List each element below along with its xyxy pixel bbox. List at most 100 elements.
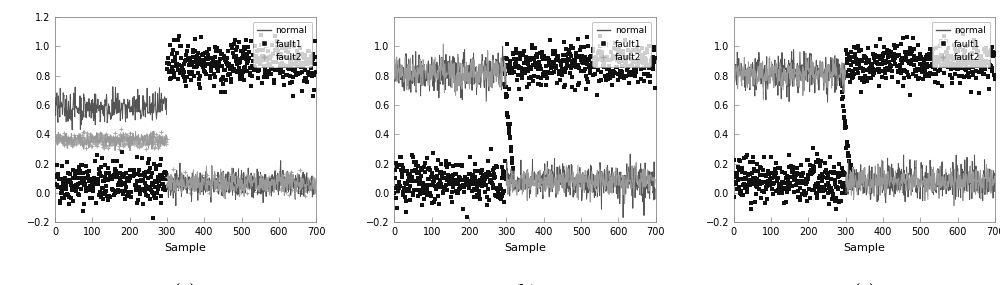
Point: [195, 184, 211, 189]
Point: [281, 192, 297, 197]
Point: [794, 191, 810, 196]
Point: [734, 193, 750, 198]
Point: [821, 184, 837, 188]
Point: [510, 64, 526, 68]
Point: [819, 176, 835, 180]
Point: [243, 186, 259, 191]
Point: [169, 176, 185, 180]
Point: [189, 181, 205, 186]
Point: [225, 68, 241, 73]
Point: [909, 68, 925, 73]
Point: [802, 170, 818, 174]
Point: [433, 161, 449, 166]
Point: [163, 177, 179, 182]
Point: [557, 58, 573, 63]
Point: [905, 36, 921, 40]
Point: [65, 168, 81, 173]
Point: [74, 162, 90, 167]
Point: [179, 75, 195, 80]
Point: [117, 180, 133, 185]
Point: [207, 182, 223, 187]
Point: [490, 188, 506, 193]
Point: [100, 198, 116, 202]
Point: [137, 142, 153, 147]
Point: [172, 71, 188, 75]
Point: [253, 177, 269, 182]
Point: [638, 58, 654, 62]
Point: [883, 54, 899, 59]
Point: [959, 60, 975, 64]
Point: [153, 201, 169, 206]
Point: [553, 70, 569, 75]
Point: [821, 186, 837, 191]
Point: [443, 176, 459, 180]
Point: [402, 198, 418, 203]
Point: [410, 176, 426, 180]
Point: [284, 180, 300, 185]
Point: [949, 29, 965, 34]
Point: [171, 33, 187, 38]
Point: [950, 67, 966, 71]
Point: [114, 150, 130, 154]
Point: [822, 154, 838, 159]
Point: [977, 65, 993, 70]
Point: [890, 80, 906, 84]
Point: [109, 139, 125, 143]
Point: [71, 135, 87, 140]
Point: [967, 63, 983, 67]
Point: [429, 168, 445, 172]
Point: [130, 136, 146, 141]
Point: [456, 185, 472, 190]
Point: [51, 185, 67, 189]
Point: [884, 75, 900, 80]
Point: [909, 66, 925, 71]
Point: [780, 177, 796, 181]
Point: [98, 143, 114, 148]
Point: [52, 133, 68, 138]
Point: [226, 184, 242, 189]
Point: [199, 173, 215, 177]
Point: [198, 61, 214, 66]
Point: [165, 59, 181, 63]
Point: [60, 134, 76, 139]
Point: [48, 173, 64, 177]
Point: [145, 139, 161, 144]
Point: [237, 47, 253, 52]
Point: [81, 141, 97, 146]
Point: [530, 66, 546, 71]
Point: [603, 72, 619, 76]
Point: [974, 65, 990, 70]
Point: [842, 170, 858, 174]
Point: [908, 68, 924, 73]
Point: [563, 66, 579, 71]
Point: [557, 70, 573, 74]
Point: [390, 188, 406, 193]
Point: [829, 171, 845, 175]
Point: [135, 202, 151, 207]
Point: [301, 60, 317, 64]
Point: [945, 57, 961, 61]
Point: [154, 141, 170, 146]
Point: [486, 166, 502, 170]
Point: [140, 137, 156, 141]
Point: [203, 183, 219, 188]
Point: [160, 184, 176, 189]
Point: [875, 53, 891, 58]
Point: [116, 174, 132, 179]
Point: [844, 76, 860, 80]
Point: [202, 180, 218, 184]
Point: [752, 164, 768, 169]
Point: [92, 131, 108, 136]
Point: [927, 67, 943, 72]
Point: [97, 135, 113, 140]
Point: [806, 165, 822, 170]
Point: [82, 184, 98, 189]
Point: [499, 111, 515, 115]
Point: [732, 191, 748, 195]
Point: [232, 184, 248, 189]
Point: [165, 69, 181, 74]
Point: [118, 133, 134, 137]
Point: [630, 79, 646, 84]
Point: [643, 60, 659, 65]
Point: [49, 137, 65, 142]
